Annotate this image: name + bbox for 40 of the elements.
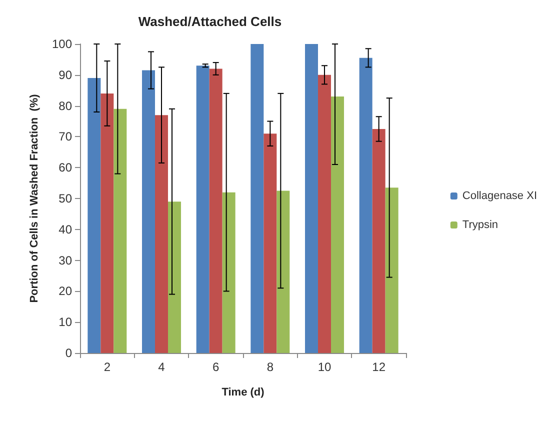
y-tick-label: 80 (58, 98, 72, 113)
bar (168, 202, 181, 353)
bar (318, 74, 331, 353)
y-tick-label: 0 (65, 346, 72, 360)
x-tick-label: 12 (372, 360, 386, 374)
y-axis-title: Portion of Cells in Washed Fraction (%) (28, 94, 40, 303)
bar (114, 108, 127, 353)
bar (372, 128, 386, 353)
bar (276, 190, 290, 353)
x-tick-label: 10 (318, 360, 332, 374)
bar (359, 58, 372, 353)
y-tick-label: 50 (58, 192, 72, 206)
bar (385, 188, 398, 353)
bar (209, 68, 222, 353)
y-tick-label: 100 (52, 37, 72, 51)
bar (264, 134, 277, 353)
y-tick-label: 90 (58, 68, 72, 82)
y-tick-label: 60 (58, 160, 72, 175)
y-tick-label: 70 (58, 130, 72, 144)
bar (196, 66, 210, 353)
bar (305, 44, 318, 353)
y-tick-label: 20 (58, 284, 72, 298)
bar (155, 115, 168, 353)
x-tick-label: 2 (104, 360, 111, 374)
bar (100, 93, 114, 353)
x-tick-label: 4 (158, 360, 166, 374)
y-tick-label: 40 (58, 222, 72, 236)
legend-label: Trypsin (462, 219, 498, 231)
x-axis-title: Time (d) (222, 386, 265, 398)
x-tick-label: 8 (266, 360, 274, 374)
bar (142, 70, 155, 353)
bar (250, 44, 264, 353)
x-tick-label: 6 (212, 360, 220, 374)
chart-title: Washed/Attached Cells (138, 14, 282, 29)
legend-label: Collagenase XI (462, 190, 538, 202)
y-tick-label: 10 (58, 315, 72, 330)
bar (331, 96, 344, 353)
bar (88, 78, 101, 353)
y-tick-label: 30 (58, 253, 72, 268)
bar (222, 192, 236, 353)
